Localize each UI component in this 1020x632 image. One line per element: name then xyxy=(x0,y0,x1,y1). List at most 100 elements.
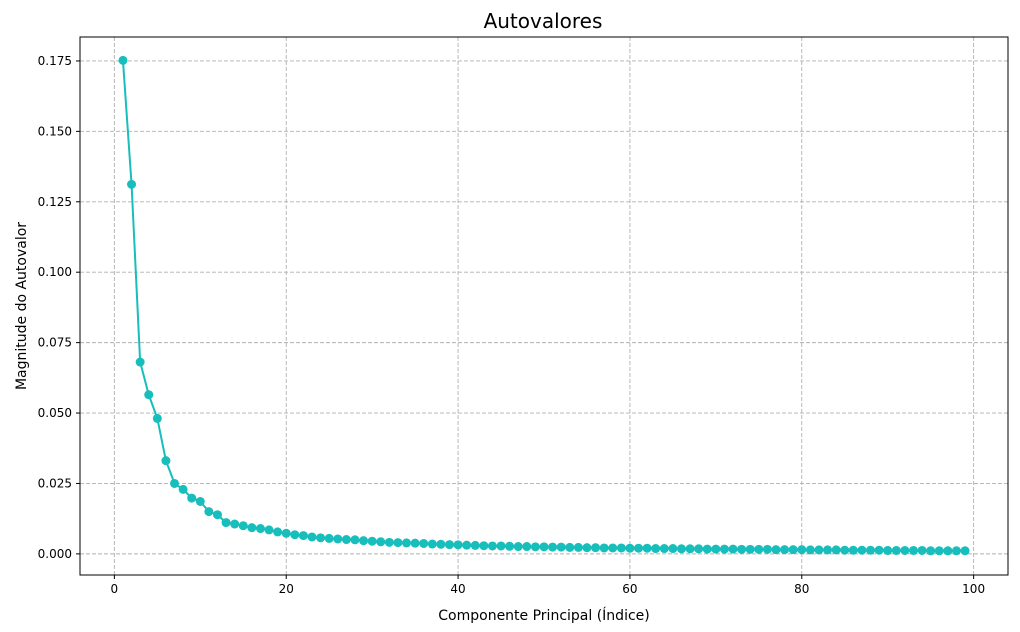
data-point xyxy=(728,544,738,554)
data-point xyxy=(556,542,566,552)
data-point xyxy=(170,478,180,488)
data-point xyxy=(419,538,429,548)
data-point xyxy=(195,496,205,506)
data-point xyxy=(376,537,386,547)
data-point xyxy=(831,545,841,555)
data-point xyxy=(479,541,489,551)
data-point xyxy=(676,544,686,554)
data-point xyxy=(582,543,592,553)
data-point xyxy=(926,546,936,556)
grid-lines xyxy=(80,37,1008,575)
data-point xyxy=(891,545,901,555)
data-point xyxy=(462,540,472,550)
data-point xyxy=(608,543,618,553)
data-point xyxy=(668,544,678,554)
x-tick-label: 60 xyxy=(622,582,637,596)
data-point xyxy=(823,545,833,555)
data-point xyxy=(943,546,953,556)
y-tick-label: 0.125 xyxy=(38,195,72,209)
data-point xyxy=(814,545,824,555)
data-point xyxy=(780,545,790,555)
y-axis-label: Magnitude do Autovalor xyxy=(14,222,30,390)
data-point xyxy=(625,543,635,553)
data-point xyxy=(788,545,798,555)
data-point xyxy=(290,530,300,540)
data-point xyxy=(539,542,549,552)
data-point xyxy=(135,357,145,367)
data-point xyxy=(470,540,480,550)
data-point xyxy=(719,544,729,554)
data-point xyxy=(255,524,265,534)
data-point xyxy=(187,493,197,503)
data-point xyxy=(264,525,274,535)
data-point xyxy=(840,545,850,555)
data-point xyxy=(496,541,506,551)
data-point xyxy=(900,545,910,555)
data-point xyxy=(530,542,540,552)
data-point xyxy=(161,456,171,466)
data-point xyxy=(565,542,575,552)
data-point xyxy=(694,544,704,554)
data-point xyxy=(444,540,454,550)
data-point xyxy=(797,545,807,555)
data-point xyxy=(247,523,257,533)
data-point xyxy=(273,527,283,537)
data-point xyxy=(341,535,351,545)
data-point xyxy=(737,544,747,554)
data-point xyxy=(393,538,403,548)
x-tick-label: 40 xyxy=(450,582,465,596)
data-point xyxy=(883,545,893,555)
data-point xyxy=(152,413,162,423)
data-point xyxy=(281,528,291,538)
data-point xyxy=(573,542,583,552)
data-point xyxy=(221,518,231,528)
y-tick-label: 0.025 xyxy=(38,476,72,490)
x-tick-label: 80 xyxy=(794,582,809,596)
x-tick-label: 100 xyxy=(962,582,985,596)
data-point xyxy=(762,544,772,554)
data-point xyxy=(298,531,308,541)
data-point xyxy=(745,544,755,554)
y-tick-label: 0.150 xyxy=(38,124,72,138)
data-point xyxy=(307,532,317,542)
data-point xyxy=(651,544,661,554)
data-point xyxy=(857,545,867,555)
data-point xyxy=(453,540,463,550)
data-point xyxy=(599,543,609,553)
data-point xyxy=(522,542,532,552)
data-point xyxy=(866,545,876,555)
data-point xyxy=(934,546,944,556)
data-point xyxy=(917,545,927,555)
data-point xyxy=(333,534,343,544)
data-point xyxy=(951,546,961,556)
data-point xyxy=(359,536,369,546)
data-point xyxy=(659,544,669,554)
data-point xyxy=(238,521,248,531)
y-tick-label: 0.175 xyxy=(38,54,72,68)
data-point xyxy=(908,545,918,555)
data-point xyxy=(591,543,601,553)
data-point xyxy=(505,541,515,551)
data-point xyxy=(436,539,446,549)
data-point xyxy=(634,543,644,553)
data-point xyxy=(771,545,781,555)
data-point xyxy=(384,537,394,547)
y-tick-label: 0.000 xyxy=(38,547,72,561)
data-point xyxy=(230,519,240,529)
data-point xyxy=(402,538,412,548)
data-point xyxy=(805,545,815,555)
x-tick-label: 0 xyxy=(111,582,119,596)
axis-ticks: 0 20 40 60 80 100 0.000 0.025 0.050 0.075 0.100 0.1… xyxy=(38,54,985,596)
data-point xyxy=(350,535,360,545)
data-point xyxy=(848,545,858,555)
chart-title: Autovalores xyxy=(484,9,603,33)
data-point xyxy=(487,541,497,551)
data-point xyxy=(212,510,222,520)
y-tick-label: 0.050 xyxy=(38,406,72,420)
data-point xyxy=(513,542,523,552)
series-line xyxy=(121,60,966,552)
data-point xyxy=(410,538,420,548)
data-point xyxy=(127,179,137,189)
data-point xyxy=(144,390,154,400)
